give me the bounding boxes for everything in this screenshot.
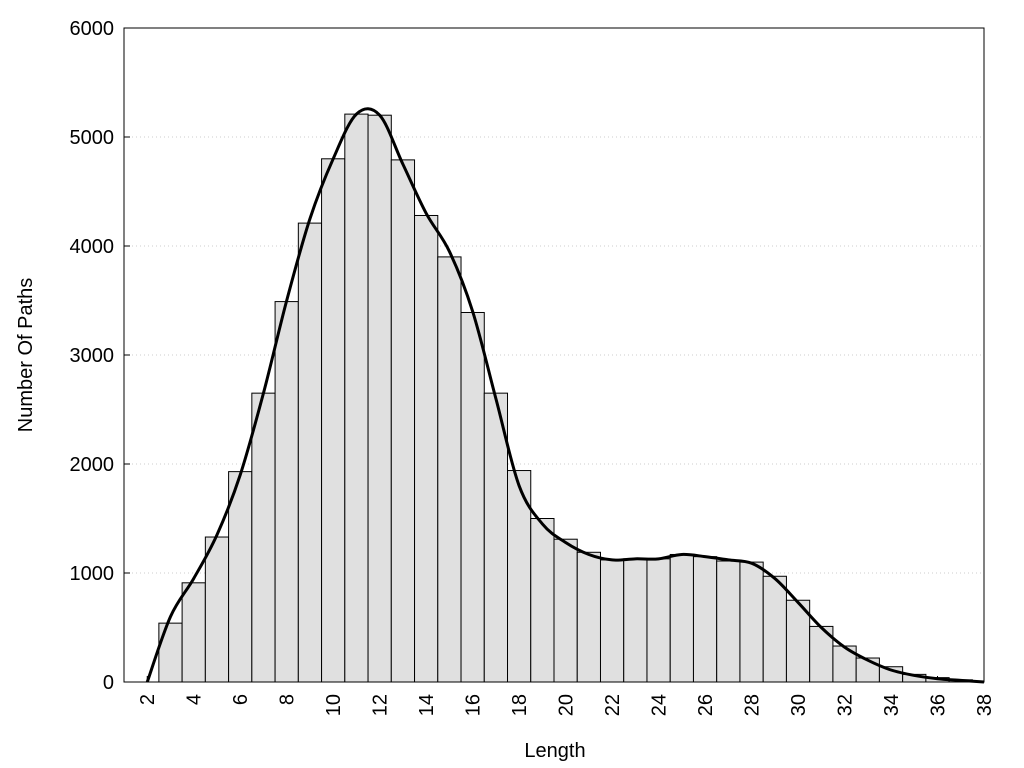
y-tick-label: 2000 — [70, 454, 115, 476]
bar — [460, 311, 485, 683]
x-tick-label: 2 — [137, 694, 159, 705]
bar — [414, 214, 439, 683]
x-tick-label: 20 — [556, 694, 578, 716]
bar — [437, 256, 462, 683]
bar — [274, 301, 299, 683]
bar — [344, 113, 369, 683]
bar — [297, 222, 323, 683]
x-tick-label: 22 — [602, 694, 624, 716]
bar — [181, 582, 206, 683]
bar — [530, 518, 555, 683]
x-tick-label: 16 — [463, 694, 485, 716]
bar — [623, 558, 648, 683]
x-tick-label: 30 — [788, 694, 810, 716]
y-tick-label: 5000 — [70, 127, 115, 149]
x-tick-label: 12 — [370, 694, 392, 716]
y-tick-label: 1000 — [70, 563, 115, 585]
x-tick-label: 18 — [509, 694, 531, 716]
x-tick-label: 24 — [649, 694, 671, 716]
x-tick-label: 6 — [230, 694, 252, 705]
bar — [251, 392, 276, 683]
x-tick-label: 4 — [184, 694, 206, 705]
bar — [576, 551, 601, 683]
bar — [390, 159, 416, 683]
bar — [599, 559, 625, 683]
y-tick-label: 3000 — [70, 345, 115, 367]
x-tick-label: 28 — [742, 694, 764, 716]
y-axis-label: Number Of Paths — [15, 278, 37, 433]
x-tick-label: 38 — [974, 694, 996, 716]
bar — [367, 114, 392, 683]
x-tick-label: 8 — [277, 694, 299, 705]
bar — [158, 622, 183, 683]
bar — [692, 556, 718, 683]
plot-frame — [123, 27, 985, 683]
y-tick-label: 4000 — [70, 236, 115, 258]
x-tick-label: 14 — [416, 694, 438, 716]
x-tick-label: 32 — [835, 694, 857, 716]
y-tick-label: 6000 — [70, 18, 115, 40]
bar — [204, 536, 230, 683]
bar — [669, 553, 694, 683]
bar — [228, 471, 253, 683]
x-tick-label: 26 — [695, 694, 717, 716]
x-tick-label: 10 — [323, 694, 345, 716]
bar — [646, 558, 671, 683]
bar — [321, 158, 346, 683]
y-tick-label: 0 — [103, 672, 114, 694]
x-tick-label: 36 — [928, 694, 950, 716]
density-curve — [145, 107, 985, 684]
bar — [739, 561, 764, 683]
bar — [716, 560, 741, 683]
bar — [762, 575, 787, 683]
x-tick-label: 34 — [881, 694, 903, 716]
bar — [553, 538, 578, 683]
x-axis-label: Length — [524, 740, 585, 762]
